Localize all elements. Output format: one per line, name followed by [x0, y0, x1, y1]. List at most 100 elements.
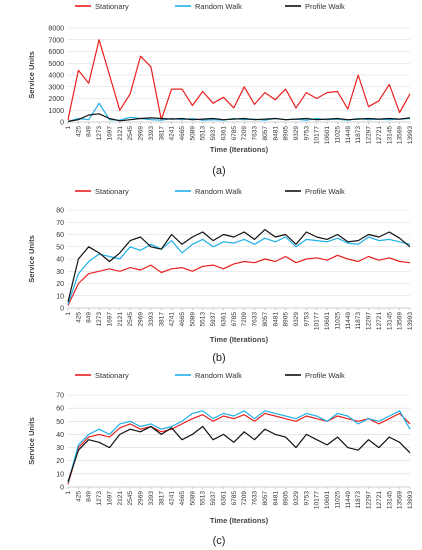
- y-tick-label: 70: [56, 393, 64, 400]
- x-tick-label: 4665: [179, 491, 186, 506]
- x-tick-label: 10601: [324, 491, 331, 509]
- x-tick-label: 8057: [262, 491, 269, 506]
- x-tick-label: 5089: [189, 126, 196, 141]
- x-tick-label: 13569: [397, 126, 404, 144]
- x-tick-label: 10601: [324, 126, 331, 144]
- y-tick-label: 40: [56, 432, 64, 439]
- x-tick-label: 6785: [231, 312, 238, 327]
- chart-panel-c: 0 10 20 30 40 50 60 70 1 425 849 1273 1697 2121 2545 29…: [0, 367, 422, 550]
- x-tick-label: 11449: [345, 491, 352, 509]
- x-tick-label: 425: [75, 491, 82, 502]
- x-axis-label: Time (Iterations): [210, 145, 269, 154]
- x-tick-label: 13145: [386, 491, 393, 509]
- x-tick-label: 8057: [262, 126, 269, 141]
- y-tick-label: 60: [56, 406, 64, 413]
- x-tick-label: 10177: [314, 312, 321, 330]
- x-tick-label: 2545: [127, 491, 134, 506]
- x-tick-label: 5513: [200, 312, 207, 327]
- chart-panel-a: 0 1000 2000 3000 4000 5000 6000 7000 8000 1 425 849…: [0, 0, 422, 182]
- y-tick-label: 80: [56, 208, 64, 215]
- x-tick-label: 849: [86, 312, 93, 323]
- y-tick-label: 0: [60, 120, 64, 127]
- x-tick-label: 7209: [241, 312, 248, 327]
- y-tick-label: 3000: [48, 84, 64, 91]
- panel-caption: (b): [212, 352, 225, 364]
- y-tick-label: 30: [56, 445, 64, 452]
- legend-label: Random Walk: [195, 187, 242, 196]
- x-tick-label: 12297: [366, 126, 373, 144]
- x-tick-label: 1697: [106, 126, 113, 141]
- x-tick-label: 12297: [366, 491, 373, 509]
- chart-b-svg: 0 10 20 30 40 50 60 70 80 1 425 849 1273 1697 2121 2545…: [27, 187, 414, 364]
- x-tick-label: 11025: [334, 312, 341, 330]
- x-tick-label: 11025: [334, 491, 341, 509]
- x-tick-label: 12721: [376, 491, 383, 509]
- x-tick-label: 6785: [231, 491, 238, 506]
- y-axis-label: Service Units: [27, 417, 36, 465]
- series-line-profile-walk: [67, 425, 411, 482]
- x-tick-label: 4665: [179, 126, 186, 141]
- y-tick-label: 4000: [48, 73, 64, 80]
- x-tick-label: 13145: [386, 312, 393, 330]
- series-line-profile-walk: [67, 228, 411, 303]
- x-tick-label: 2121: [117, 491, 124, 506]
- x-tick-label: 11873: [355, 126, 362, 144]
- y-tick-label: 40: [56, 257, 64, 264]
- y-axis-label: Service Units: [27, 51, 36, 99]
- x-tick-label: 6361: [220, 126, 227, 141]
- series-line-stationary: [67, 39, 411, 121]
- x-tick-label: 7633: [252, 126, 259, 141]
- x-tick-label: 9753: [303, 312, 310, 327]
- x-axis-label: Time (Iterations): [210, 335, 269, 344]
- y-tick-label: 30: [56, 269, 64, 276]
- x-tick-label: 4241: [169, 126, 176, 141]
- x-tick-label: 5937: [210, 312, 217, 327]
- x-tick-label: 9329: [293, 126, 300, 141]
- x-tick-label: 11873: [355, 312, 362, 330]
- x-tick-label: 425: [75, 126, 82, 137]
- x-tick-label: 8905: [283, 126, 290, 141]
- x-tick-label: 5937: [210, 126, 217, 141]
- legend-label: Random Walk: [195, 371, 242, 380]
- x-tick-label: 2969: [138, 126, 145, 141]
- x-tick-label: 7633: [252, 491, 259, 506]
- x-tick-label: 425: [75, 312, 82, 323]
- x-tick-label: 3393: [148, 126, 155, 141]
- y-tick-label: 20: [56, 281, 64, 288]
- x-tick-label: 9329: [293, 491, 300, 506]
- x-tick-label: 6361: [220, 491, 227, 506]
- x-tick-label: 1273: [96, 126, 103, 141]
- x-tick-label: 10177: [314, 491, 321, 509]
- x-tick-label: 10177: [314, 126, 321, 144]
- series-line-stationary: [67, 254, 411, 306]
- x-tick-label: 3817: [158, 312, 165, 327]
- x-tick-label: 5089: [189, 312, 196, 327]
- x-tick-label: 9753: [303, 126, 310, 141]
- x-tick-label: 5513: [200, 491, 207, 506]
- x-tick-label: 4665: [179, 312, 186, 327]
- y-tick-label: 20: [56, 458, 64, 465]
- x-tick-label: 10601: [324, 312, 331, 330]
- x-tick-label: 13993: [407, 312, 414, 330]
- x-tick-label: 2121: [117, 126, 124, 141]
- y-tick-label: 10: [56, 293, 64, 300]
- y-tick-label: 1000: [48, 108, 64, 115]
- x-tick-label: 12297: [366, 312, 373, 330]
- x-tick-label: 2121: [117, 312, 124, 327]
- x-tick-label: 3817: [158, 491, 165, 506]
- x-tick-label: 1273: [96, 312, 103, 327]
- legend-label: Profile Walk: [305, 187, 345, 196]
- x-tick-label: 8905: [283, 312, 290, 327]
- x-tick-label: 5937: [210, 491, 217, 506]
- x-tick-label: 11025: [334, 126, 341, 144]
- legend-label: Stationary: [95, 2, 129, 11]
- x-tick-label: 8057: [262, 312, 269, 327]
- x-tick-label: 11873: [355, 491, 362, 509]
- x-tick-label: 7209: [241, 491, 248, 506]
- x-tick-label: 1273: [96, 491, 103, 506]
- x-tick-label: 849: [86, 126, 93, 137]
- y-tick-label: 50: [56, 244, 64, 251]
- y-tick-label: 2000: [48, 96, 64, 103]
- x-tick-label: 12721: [376, 126, 383, 144]
- x-tick-label: 11449: [345, 126, 352, 144]
